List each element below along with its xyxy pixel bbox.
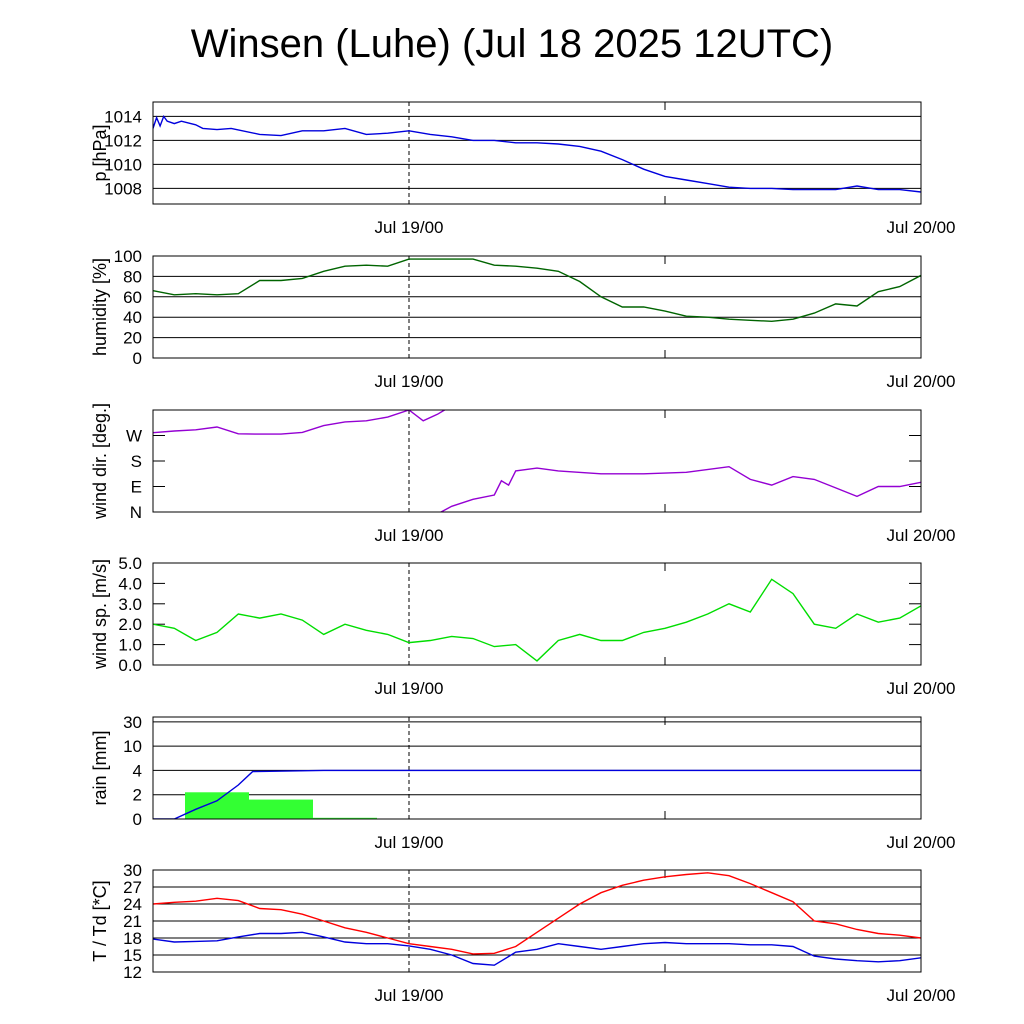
ylabel-pressure: p [hPa] xyxy=(90,124,110,181)
xtick-label-rain: Jul 20/00 xyxy=(887,833,956,852)
series-line-rain-0 xyxy=(153,769,921,819)
rain-bar xyxy=(313,817,377,819)
ytick-label-wind_dir: S xyxy=(131,452,142,471)
ytick-label-temperature: 21 xyxy=(123,912,142,931)
ytick-label-pressure: 1012 xyxy=(104,131,142,150)
series-line-humidity-0 xyxy=(153,258,921,323)
ytick-label-humidity: 80 xyxy=(123,267,142,286)
xtick-label-wind_speed: Jul 20/00 xyxy=(887,679,956,698)
ytick-label-humidity: 0 xyxy=(133,349,142,368)
panel-wind_speed: 0.01.0 2.03.0 4.05.0 wind sp. [m/s] Jul 19/0… xyxy=(90,554,956,698)
ytick-label-rain: 4 xyxy=(133,761,142,780)
xtick-label-humidity: Jul 20/00 xyxy=(887,372,956,391)
series-line-wind_dir-0 xyxy=(153,410,445,435)
ytick-label-humidity: 40 xyxy=(123,308,142,327)
ytick-label-temperature: 18 xyxy=(123,929,142,948)
ytick-label-rain: 2 xyxy=(133,786,142,805)
ylabel-wind_dir: wind dir. [deg.] xyxy=(90,403,110,520)
ytick-label-rain: 10 xyxy=(123,737,142,756)
plot-frame-rain xyxy=(152,716,922,820)
ytick-label-humidity: 20 xyxy=(123,329,142,348)
series-line-temperature-1 xyxy=(153,931,921,966)
ytick-label-pressure: 1010 xyxy=(104,155,142,174)
ytick-label-temperature: 12 xyxy=(123,963,142,982)
ytick-label-wind_speed: 5.0 xyxy=(118,554,142,573)
xtick-label-pressure: Jul 19/00 xyxy=(375,218,444,237)
rain-bar xyxy=(249,799,313,819)
ytick-label-humidity: 100 xyxy=(114,247,142,266)
xtick-label-rain: Jul 19/00 xyxy=(375,833,444,852)
series-line-wind_dir-1 xyxy=(440,465,921,512)
series-line-wind_speed-0 xyxy=(153,578,921,662)
ytick-label-pressure: 1014 xyxy=(104,107,142,126)
ylabel-temperature: T / Td [*C] xyxy=(90,880,110,961)
xtick-label-humidity: Jul 19/00 xyxy=(375,372,444,391)
ytick-label-pressure: 1008 xyxy=(104,179,142,198)
xtick-label-wind_dir: Jul 19/00 xyxy=(375,526,444,545)
rain-bar xyxy=(185,792,249,819)
xtick-label-temperature: Jul 20/00 xyxy=(887,986,956,1005)
ylabel-humidity: humidity [%] xyxy=(90,258,110,356)
ytick-label-wind_dir: W xyxy=(126,427,142,446)
xtick-label-pressure: Jul 20/00 xyxy=(887,218,956,237)
ytick-label-rain: 0 xyxy=(133,810,142,829)
plot-frame-wind_speed xyxy=(152,562,922,666)
xtick-label-temperature: Jul 19/00 xyxy=(375,986,444,1005)
ytick-label-wind_speed: 0.0 xyxy=(118,656,142,675)
ytick-label-wind_dir: N xyxy=(130,503,142,522)
plot-frame-temperature xyxy=(152,869,922,973)
series-line-pressure-0 xyxy=(153,114,921,193)
ytick-label-wind_speed: 3.0 xyxy=(118,595,142,614)
ytick-label-temperature: 30 xyxy=(123,861,142,880)
series-line-temperature-0 xyxy=(153,872,921,955)
ytick-label-temperature: 15 xyxy=(123,946,142,965)
ytick-label-wind_speed: 1.0 xyxy=(118,636,142,655)
ylabel-rain: rain [mm] xyxy=(90,730,110,805)
plot-frame-pressure xyxy=(152,101,922,205)
chart-title: Winsen (Luhe) (Jul 18 2025 12UTC) xyxy=(190,22,834,66)
ytick-label-rain: 30 xyxy=(123,713,142,732)
ytick-label-humidity: 60 xyxy=(123,288,142,307)
ytick-label-temperature: 27 xyxy=(123,878,142,897)
plot-frame-wind_dir xyxy=(152,409,922,513)
ytick-label-wind_speed: 4.0 xyxy=(118,574,142,593)
ytick-label-wind_dir: E xyxy=(131,478,142,497)
panel-rain: 0 2 4 10 30 rain [mm] Jul 19/00 Jul 20/00 xyxy=(90,713,956,852)
xtick-label-wind_speed: Jul 19/00 xyxy=(375,679,444,698)
xtick-label-wind_dir: Jul 20/00 xyxy=(887,526,956,545)
ytick-label-wind_speed: 2.0 xyxy=(118,615,142,634)
ylabel-wind_speed: wind sp. [m/s] xyxy=(90,559,110,670)
ytick-label-temperature: 24 xyxy=(123,895,142,914)
plot-frame-humidity xyxy=(152,255,922,359)
